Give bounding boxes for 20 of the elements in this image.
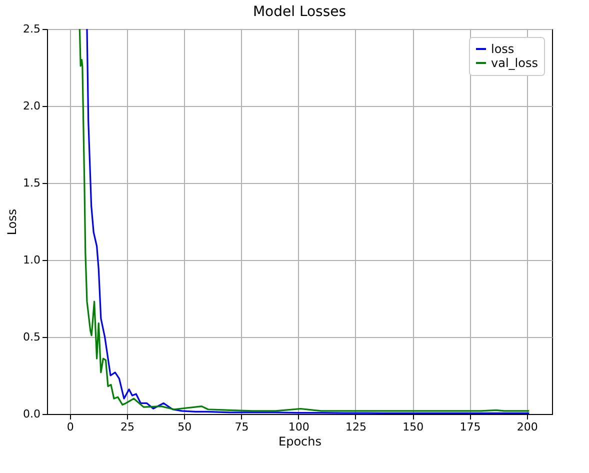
x-axis-title: Epochs [278, 434, 322, 448]
y-tick-label: 1.0 [23, 254, 40, 266]
x-tick-label: 50 [178, 420, 192, 434]
x-tick-label: 75 [234, 420, 249, 434]
legend-label: val_loss [491, 56, 538, 70]
x-tick-label: 150 [402, 420, 424, 434]
legend-label: loss [491, 42, 514, 56]
x-tick-label: 125 [345, 420, 366, 434]
y-tick-label: 0.5 [23, 330, 40, 344]
x-tick-label: 25 [120, 420, 134, 434]
x-tick-label: 175 [460, 420, 481, 434]
y-tick-label: 0.0 [23, 408, 40, 420]
x-tick-label: 0 [66, 420, 74, 434]
y-tick-label: 2.5 [23, 22, 40, 36]
chart-title: Model Losses [252, 4, 346, 20]
x-tick-label: 200 [516, 420, 538, 434]
x-tick-label: 100 [288, 420, 310, 434]
y-tick-label: 2.0 [23, 100, 40, 112]
y-axis-title: Loss [5, 208, 20, 236]
y-tick-label: 1.5 [23, 176, 40, 190]
